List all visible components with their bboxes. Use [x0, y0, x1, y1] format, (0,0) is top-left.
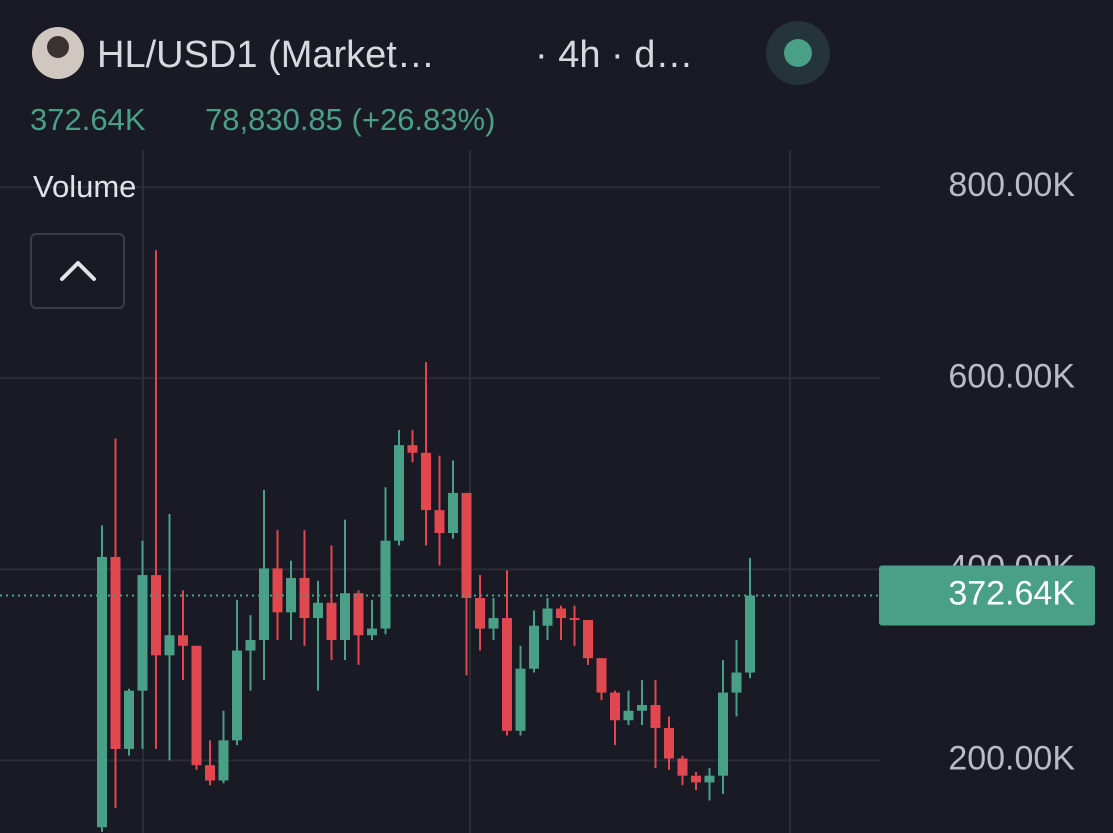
candle-body	[421, 452, 431, 511]
candle-body	[394, 445, 404, 541]
candle-body	[664, 727, 674, 759]
collapse-button[interactable]	[30, 233, 125, 309]
price-change: 78,830.85 (+26.83%)	[205, 102, 495, 137]
candle-body	[191, 645, 202, 766]
candle-body	[326, 602, 337, 641]
y-tick-label: 200.00K	[948, 739, 1075, 777]
candle-body	[124, 690, 134, 749]
last-price-box	[879, 565, 1095, 626]
avatar-detail	[47, 36, 69, 58]
candle-body	[677, 758, 688, 776]
candle-body	[583, 619, 593, 659]
candle-body	[610, 692, 620, 721]
candle-body	[367, 628, 377, 636]
candle-body	[650, 704, 661, 728]
candle-body	[529, 625, 539, 669]
candle-body	[569, 618, 580, 621]
candle-body	[218, 740, 229, 781]
candle-body	[691, 775, 701, 783]
candle-body	[97, 556, 107, 828]
candle-body	[745, 595, 755, 673]
candle-body	[704, 775, 715, 783]
candle-body	[205, 765, 215, 781]
candle-body	[259, 568, 269, 641]
candle-body	[313, 602, 323, 619]
last-price-label: 372.64K	[948, 574, 1075, 612]
candle-body	[151, 575, 161, 656]
status-dot	[784, 39, 812, 67]
candle-body	[178, 635, 188, 646]
candle-body	[340, 593, 350, 641]
candle-body	[596, 658, 607, 693]
y-tick-label: 600.00K	[948, 357, 1075, 395]
candle-body	[475, 598, 485, 629]
y-tick-label: 800.00K	[948, 166, 1075, 204]
candle-body	[299, 577, 310, 619]
plot-area	[0, 150, 880, 833]
title: HL/USD1 (Market…	[97, 34, 435, 76]
candle-body	[272, 568, 283, 613]
candle-body	[461, 492, 472, 599]
candle-body	[718, 692, 728, 776]
header: HL/USD1 (Market… · 4h · d… 372.64K 78,83…	[30, 21, 830, 309]
candle-body	[353, 593, 364, 636]
candle-body	[110, 556, 121, 749]
chevron-icon	[60, 261, 96, 281]
candle-body	[232, 650, 242, 741]
candle-body	[380, 540, 391, 629]
candle-body	[731, 672, 742, 693]
candle-body	[137, 575, 148, 691]
candle-body	[542, 608, 553, 626]
interval: · 4h · d…	[535, 34, 693, 76]
candle-body	[164, 635, 175, 656]
candle-body	[448, 492, 458, 534]
candle-body	[286, 577, 296, 613]
candle-body	[556, 608, 566, 619]
candle-body	[502, 618, 512, 731]
candle-body	[434, 510, 445, 534]
candle-body	[407, 445, 418, 453]
candle-body	[515, 668, 526, 731]
candle-body	[637, 704, 647, 711]
volume-value: 372.64K	[30, 102, 146, 137]
candle-body	[245, 640, 256, 651]
candle-body	[623, 710, 634, 721]
indicator-name: Volume	[33, 169, 136, 204]
candle-body	[488, 618, 499, 629]
